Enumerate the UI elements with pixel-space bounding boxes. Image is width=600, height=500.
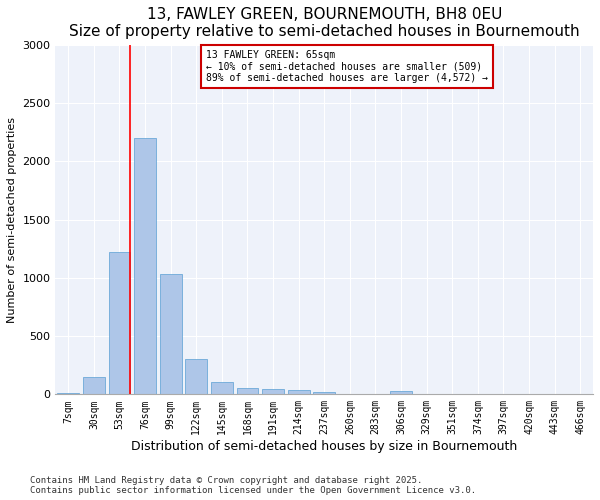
- Bar: [313, 392, 335, 394]
- Bar: [211, 382, 233, 394]
- Bar: [160, 274, 182, 394]
- Bar: [236, 388, 259, 394]
- Text: Contains HM Land Registry data © Crown copyright and database right 2025.
Contai: Contains HM Land Registry data © Crown c…: [30, 476, 476, 495]
- Bar: [262, 388, 284, 394]
- Title: 13, FAWLEY GREEN, BOURNEMOUTH, BH8 0EU
Size of property relative to semi-detache: 13, FAWLEY GREEN, BOURNEMOUTH, BH8 0EU S…: [69, 7, 580, 40]
- Bar: [185, 360, 207, 394]
- Y-axis label: Number of semi-detached properties: Number of semi-detached properties: [7, 116, 17, 322]
- Bar: [288, 390, 310, 394]
- Bar: [109, 252, 130, 394]
- Bar: [390, 391, 412, 394]
- Bar: [58, 393, 79, 394]
- Bar: [134, 138, 156, 394]
- Bar: [83, 377, 105, 394]
- X-axis label: Distribution of semi-detached houses by size in Bournemouth: Distribution of semi-detached houses by …: [131, 440, 517, 453]
- Text: 13 FAWLEY GREEN: 65sqm
← 10% of semi-detached houses are smaller (509)
89% of se: 13 FAWLEY GREEN: 65sqm ← 10% of semi-det…: [206, 50, 488, 83]
